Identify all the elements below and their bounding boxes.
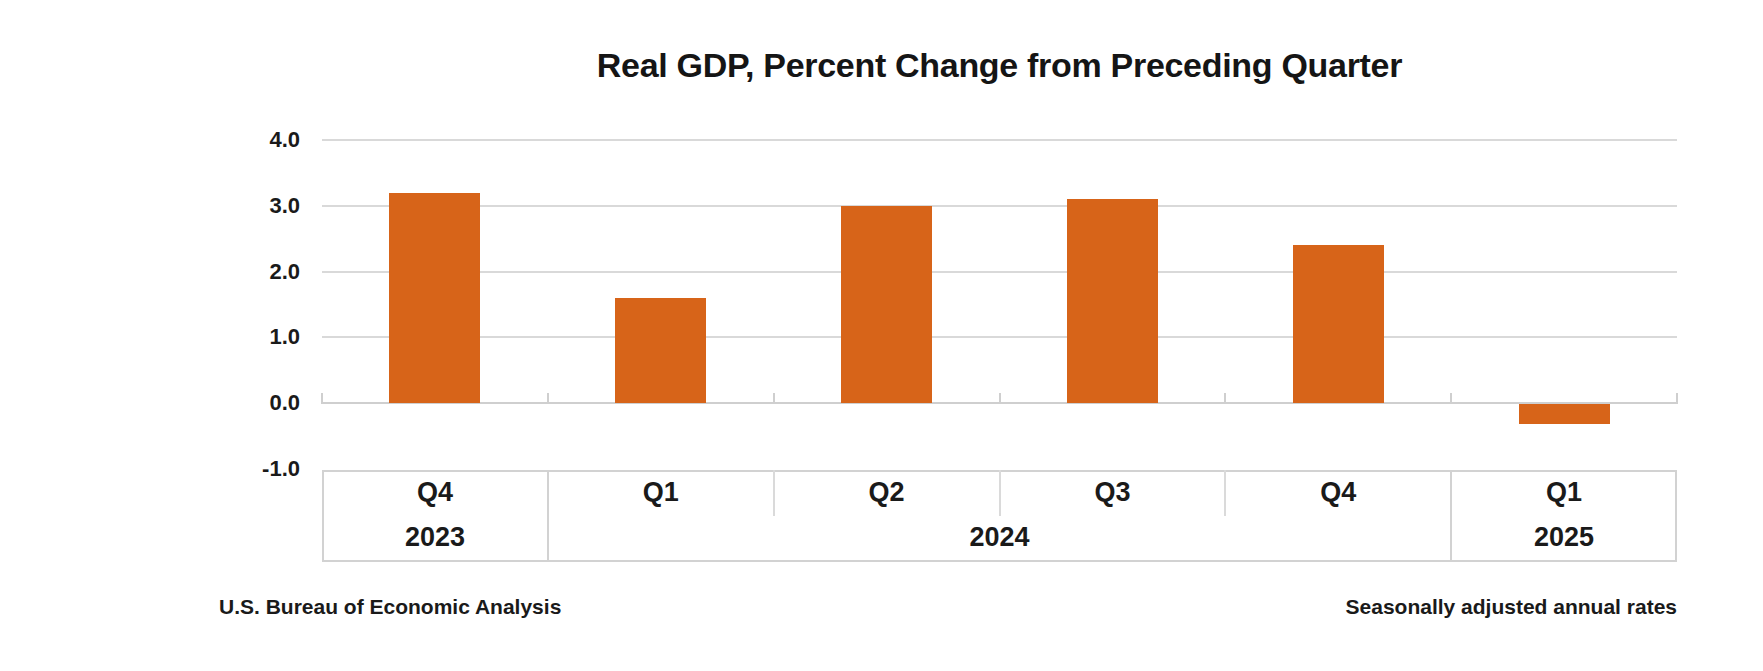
footer-source: U.S. Bureau of Economic Analysis: [219, 595, 561, 619]
gdp-bar-chart: Real GDP, Percent Change from Preceding …: [0, 0, 1763, 671]
chart-title: Real GDP, Percent Change from Preceding …: [322, 46, 1677, 85]
bar-q3-2024: [1067, 199, 1158, 403]
category-label-q3-2024: Q3: [1000, 479, 1226, 506]
y-axis-tick-label: 3.0: [220, 195, 300, 217]
axis-tick: [999, 393, 1001, 404]
gridline: [322, 336, 1677, 338]
category-label-q2-2024: Q2: [774, 479, 1000, 506]
bar-q1-2025: [1519, 404, 1610, 424]
gridline: [322, 205, 1677, 207]
y-axis-tick-label: 1.0: [220, 326, 300, 348]
axis-tick: [1676, 393, 1678, 404]
category-label-q1-2024: Q1: [548, 479, 774, 506]
category-label-q4-2024: Q4: [1225, 479, 1451, 506]
bar-q1-2024: [615, 298, 706, 403]
y-axis-tick-label: -1.0: [220, 458, 300, 480]
bar-q4-2023: [389, 193, 480, 403]
year-label-2024: 2024: [548, 524, 1451, 551]
y-axis-tick-label: 0.0: [220, 392, 300, 414]
axis-tick: [1450, 393, 1452, 404]
category-label-q4-2023: Q4: [322, 479, 548, 506]
bar-q2-2024: [841, 206, 932, 403]
category-label-q1-2025: Q1: [1451, 479, 1677, 506]
bar-q4-2024: [1293, 245, 1384, 403]
axis-tick: [773, 393, 775, 404]
y-axis-tick-label: 4.0: [220, 129, 300, 151]
axis-tick: [547, 393, 549, 404]
gridline: [322, 139, 1677, 141]
year-label-2023: 2023: [322, 524, 548, 551]
footer-note: Seasonally adjusted annual rates: [1346, 595, 1677, 619]
axis-tick: [1224, 393, 1226, 404]
gridline: [322, 271, 1677, 273]
year-label-2025: 2025: [1451, 524, 1677, 551]
y-axis-tick-label: 2.0: [220, 261, 300, 283]
axis-tick: [321, 393, 323, 404]
